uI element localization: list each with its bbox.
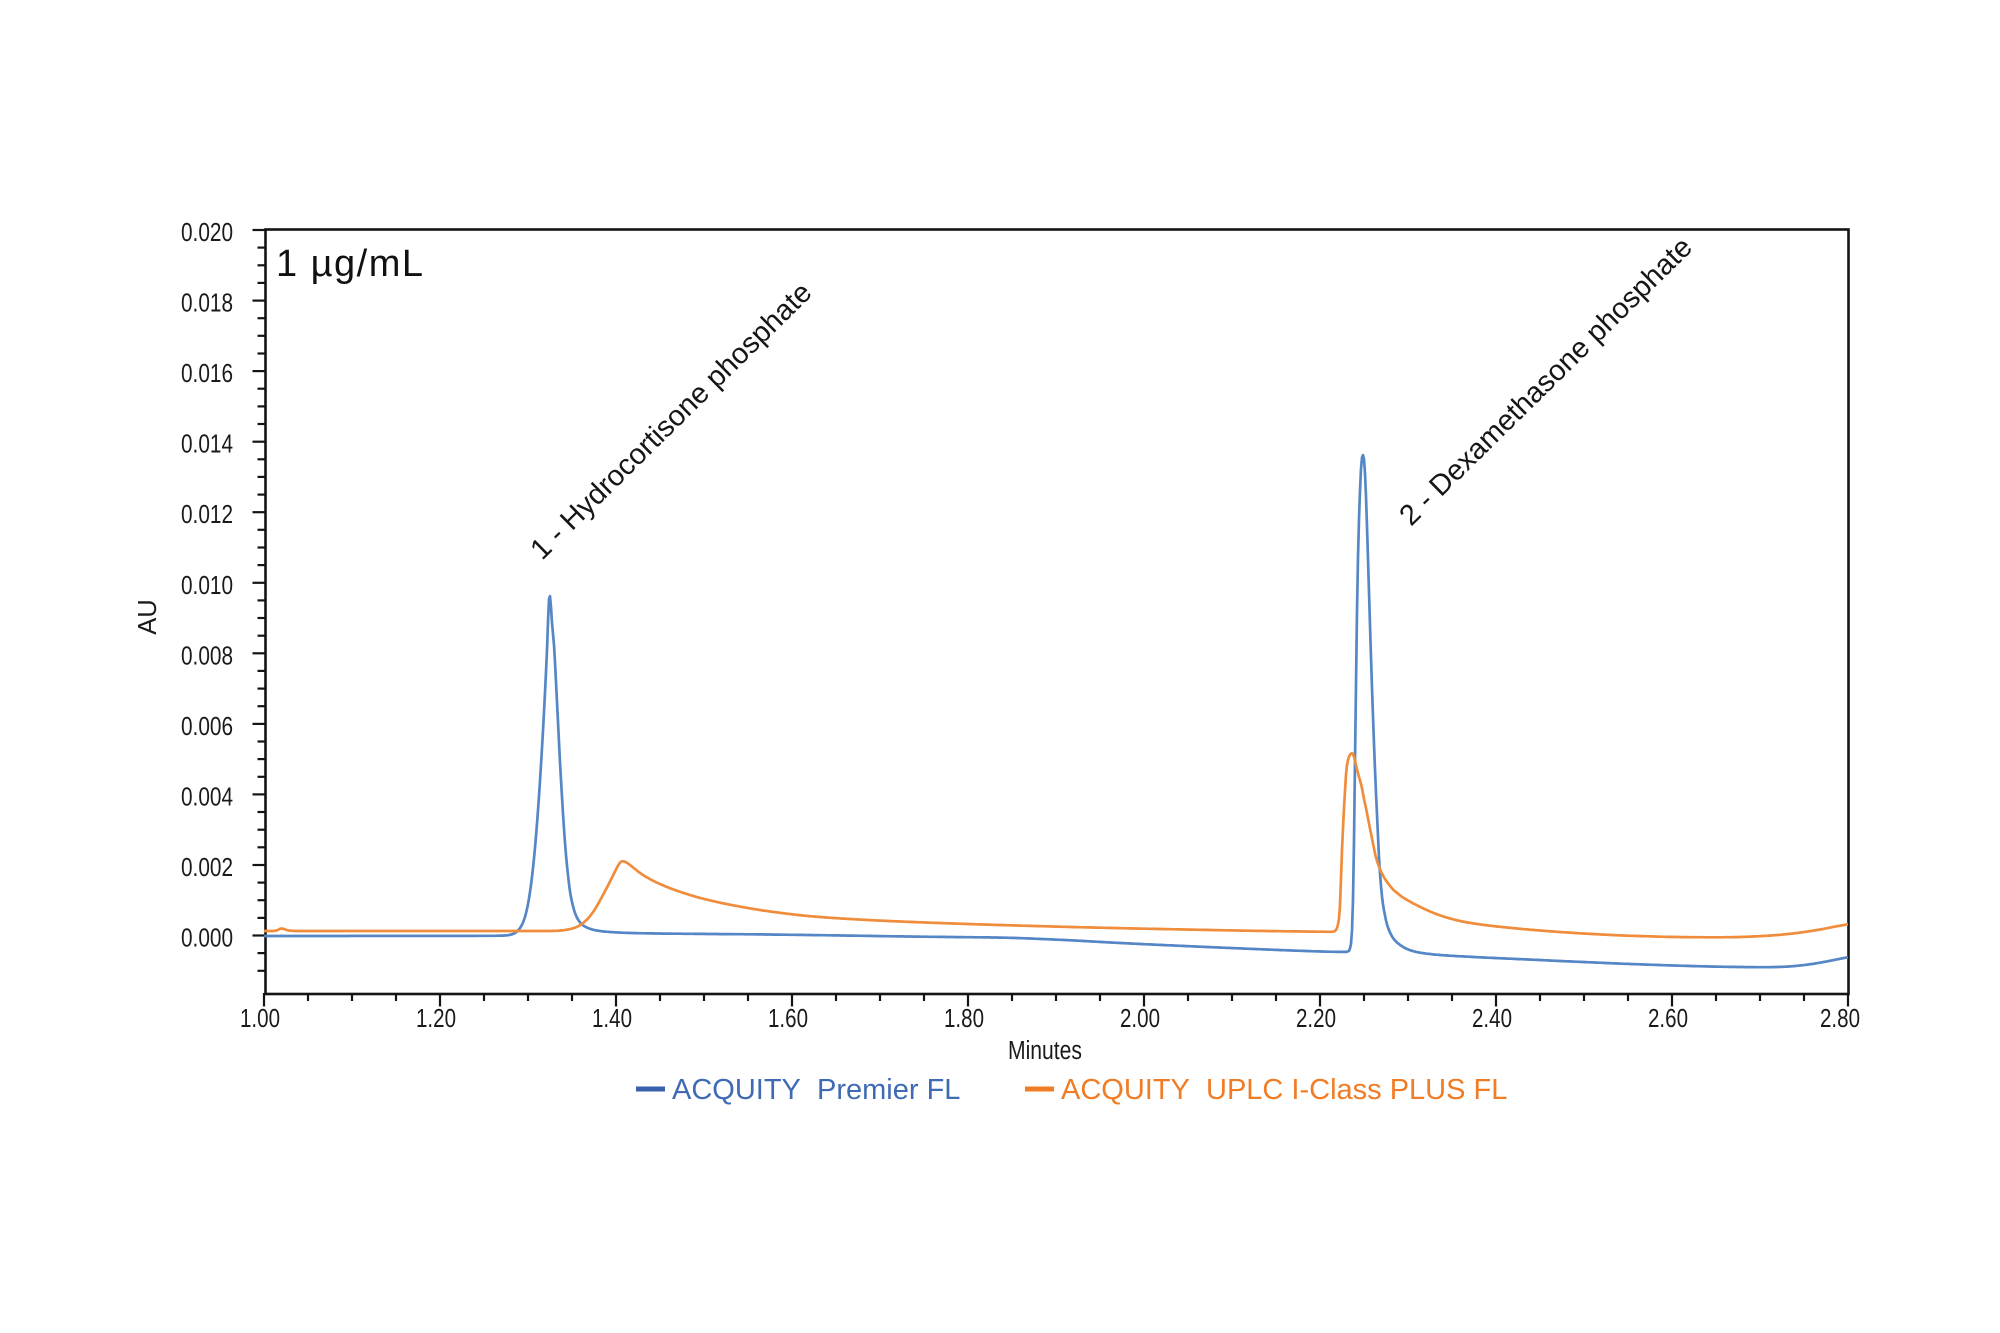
svg-text:0.020: 0.020 [181, 219, 233, 247]
svg-text:0.014: 0.014 [181, 431, 233, 459]
svg-text:2.80: 2.80 [1820, 1005, 1860, 1033]
svg-text:0.010: 0.010 [181, 572, 233, 600]
svg-text:0.004: 0.004 [181, 783, 233, 811]
svg-text:0.012: 0.012 [181, 501, 233, 529]
svg-text:2.00: 2.00 [1120, 1005, 1160, 1033]
svg-text:0.002: 0.002 [181, 854, 233, 882]
svg-text:2.20: 2.20 [1296, 1005, 1336, 1033]
svg-text:ACQUITY UPLC I-Class PLUS FL: ACQUITY UPLC I-Class PLUS FL [1061, 1074, 1507, 1106]
svg-text:2.60: 2.60 [1648, 1005, 1688, 1033]
svg-text:0.006: 0.006 [181, 713, 233, 741]
svg-text:0.008: 0.008 [181, 642, 233, 670]
svg-text:0.018: 0.018 [181, 290, 233, 318]
svg-text:2.40: 2.40 [1472, 1005, 1512, 1033]
svg-text:1.20: 1.20 [416, 1005, 456, 1033]
svg-text:1.80: 1.80 [944, 1005, 984, 1033]
svg-text:1 µg/mL: 1 µg/mL [276, 243, 423, 285]
svg-text:Minutes: Minutes [1008, 1037, 1082, 1065]
svg-text:0.016: 0.016 [181, 360, 233, 388]
svg-text:0.000: 0.000 [181, 925, 233, 953]
svg-text:1.00: 1.00 [240, 1005, 280, 1033]
svg-text:AU: AU [134, 599, 162, 634]
svg-text:1.40: 1.40 [592, 1005, 632, 1033]
svg-text:1.60: 1.60 [768, 1005, 808, 1033]
svg-text:ACQUITY Premier FL: ACQUITY Premier FL [672, 1074, 960, 1106]
